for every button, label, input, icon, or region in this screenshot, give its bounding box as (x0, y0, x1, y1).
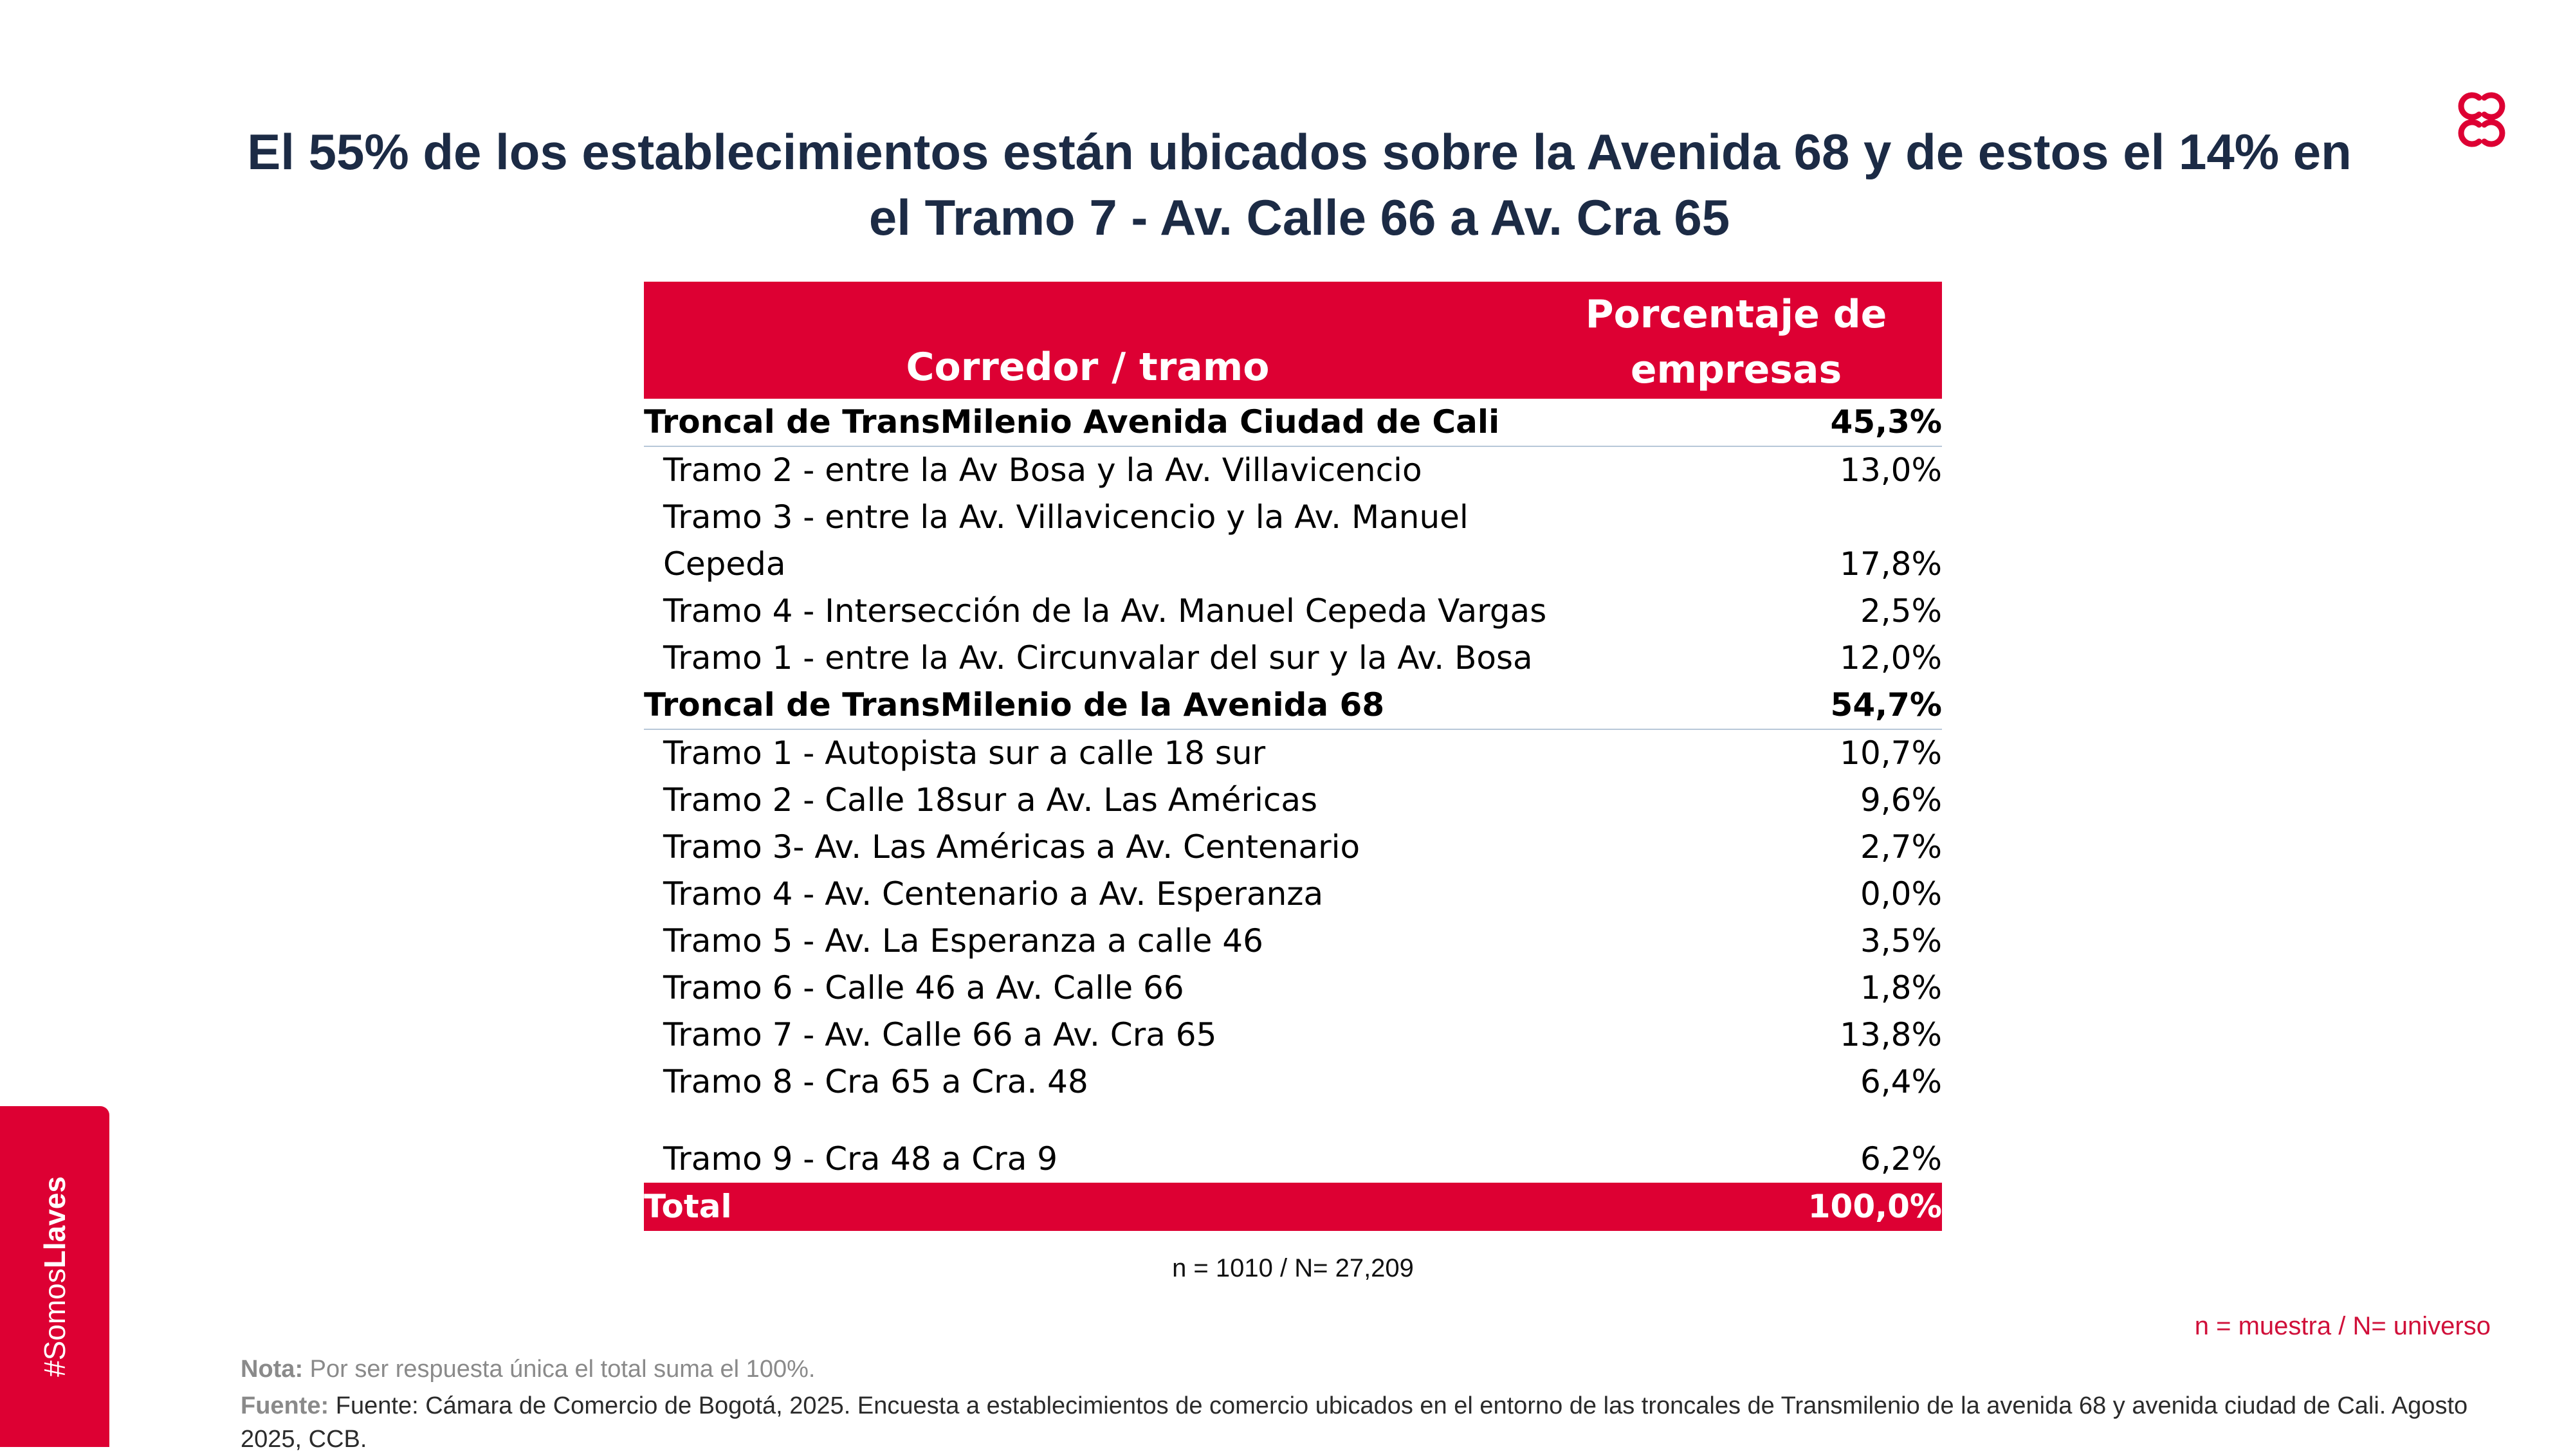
somos-llaves-hashtag: #SomosLlaves (37, 1176, 72, 1377)
row-label: Tramo 5 - Av. La Esperanza a calle 46 (663, 922, 1263, 960)
row-value: 3,5% (1860, 922, 1942, 960)
row-value: 10,7% (1840, 734, 1942, 772)
table-row: Tramo 4 - Av. Centenario a Av. Esperanza… (644, 871, 1942, 918)
total-value: 100,0% (1808, 1188, 1942, 1225)
total-label: Total (644, 1188, 732, 1225)
slide-title: El 55% de los establecimientos están ubi… (193, 119, 2406, 250)
table-row: Tramo 9 - Cra 48 a Cra 9 6,2% (644, 1136, 1942, 1183)
table-header: Corredor / tramo Porcentaje de empresas (644, 282, 1942, 399)
group-value: 54,7% (1830, 686, 1942, 723)
group-row-cali: Troncal de TransMilenio Avenida Ciudad d… (644, 399, 1942, 447)
row-label: Tramo 6 - Calle 46 a Av. Calle 66 (663, 969, 1184, 1006)
distribution-table: Corredor / tramo Porcentaje de empresas … (644, 282, 1942, 1231)
group-row-av68: Troncal de TransMilenio de la Avenida 68… (644, 682, 1942, 730)
table-row: Tramo 1 - entre la Av. Circunvalar del s… (644, 635, 1942, 682)
row-value: 12,0% (1840, 639, 1942, 677)
nota-footnote: Nota: Por ser respuesta única el total s… (241, 1356, 815, 1383)
group-label: Troncal de TransMilenio de la Avenida 68 (644, 686, 1385, 723)
row-value: 6,4% (1860, 1063, 1942, 1100)
row-value: 9,6% (1860, 781, 1942, 819)
row-label: Tramo 2 - entre la Av Bosa y la Av. Vill… (663, 451, 1422, 489)
group-value: 45,3% (1830, 403, 1942, 441)
header-porcentaje: Porcentaje de empresas (1530, 287, 1942, 397)
nota-label: Nota: (241, 1356, 304, 1383)
table-row: Tramo 8 - Cra 65 a Cra. 48 6,4% (644, 1059, 1942, 1106)
header-corredor-tramo: Corredor / tramo (906, 345, 1270, 390)
row-value: 2,5% (1860, 592, 1942, 630)
somos-llaves-tab: #SomosLlaves (0, 1106, 109, 1447)
row-value: 6,2% (1860, 1140, 1942, 1178)
sample-legend: n = muestra / N= universo (2194, 1312, 2491, 1340)
table-row: Tramo 3- Av. Las Américas a Av. Centenar… (644, 824, 1942, 871)
row-value: 17,8% (1840, 545, 1942, 583)
table-row: Tramo 7 - Av. Calle 66 a Av. Cra 65 13,8… (644, 1012, 1942, 1059)
row-label: Tramo 4 - Intersección de la Av. Manuel … (663, 592, 1547, 630)
fuente-footnote: Fuente: Fuente: Cámara de Comercio de Bo… (241, 1389, 2479, 1456)
fuente-text: Fuente: Cámara de Comercio de Bogotá, 20… (241, 1392, 2468, 1453)
group-label: Troncal de TransMilenio Avenida Ciudad d… (644, 403, 1500, 441)
row-value: 0,0% (1860, 875, 1942, 913)
row-label: Tramo 1 - Autopista sur a calle 18 sur (663, 734, 1266, 772)
slide-title-line1: El 55% de los establecimientos están ubi… (247, 123, 2352, 180)
row-label: Tramo 2 - Calle 18sur a Av. Las Américas (663, 781, 1318, 819)
ccb-logo-icon (2458, 92, 2505, 147)
row-label: Tramo 3 - entre la Av. Villavicencio y l… (663, 498, 1469, 583)
row-value: 1,8% (1860, 969, 1942, 1006)
sample-size-note: n = 1010 / N= 27,209 (1172, 1254, 1414, 1282)
table-row: Tramo 2 - entre la Av Bosa y la Av. Vill… (644, 447, 1942, 494)
hashtag-bold: Llaves (38, 1176, 71, 1269)
hashtag-prefix: #Somos (38, 1268, 71, 1377)
row-label: Tramo 1 - entre la Av. Circunvalar del s… (663, 639, 1533, 677)
header-porcentaje-line1: Porcentaje de (1585, 292, 1887, 337)
slide-title-line2: el Tramo 7 - Av. Calle 66 a Av. Cra 65 (868, 189, 1730, 246)
row-value: 13,0% (1840, 451, 1942, 489)
total-row: Total 100,0% (644, 1183, 1942, 1231)
row-label: Tramo 7 - Av. Calle 66 a Av. Cra 65 (663, 1016, 1217, 1053)
row-label: Tramo 8 - Cra 65 a Cra. 48 (663, 1063, 1088, 1100)
row-value: 13,8% (1840, 1016, 1942, 1053)
header-porcentaje-line2: empresas (1630, 347, 1842, 392)
table-row: Tramo 5 - Av. La Esperanza a calle 46 3,… (644, 918, 1942, 965)
row-label: Tramo 4 - Av. Centenario a Av. Esperanza (663, 875, 1324, 913)
table-row: Tramo 3 - entre la Av. Villavicencio y l… (644, 494, 1942, 588)
table-row: Tramo 4 - Intersección de la Av. Manuel … (644, 588, 1942, 635)
fuente-label: Fuente: (241, 1392, 329, 1419)
table-row: Tramo 6 - Calle 46 a Av. Calle 66 1,8% (644, 965, 1942, 1012)
row-label: Tramo 3- Av. Las Américas a Av. Centenar… (663, 828, 1360, 866)
nota-text: Por ser respuesta única el total suma el… (309, 1356, 816, 1383)
table-row: Tramo 1 - Autopista sur a calle 18 sur 1… (644, 730, 1942, 777)
table-row: Tramo 2 - Calle 18sur a Av. Las Américas… (644, 777, 1942, 824)
row-label: Tramo 9 - Cra 48 a Cra 9 (663, 1140, 1058, 1178)
row-value: 2,7% (1860, 828, 1942, 866)
